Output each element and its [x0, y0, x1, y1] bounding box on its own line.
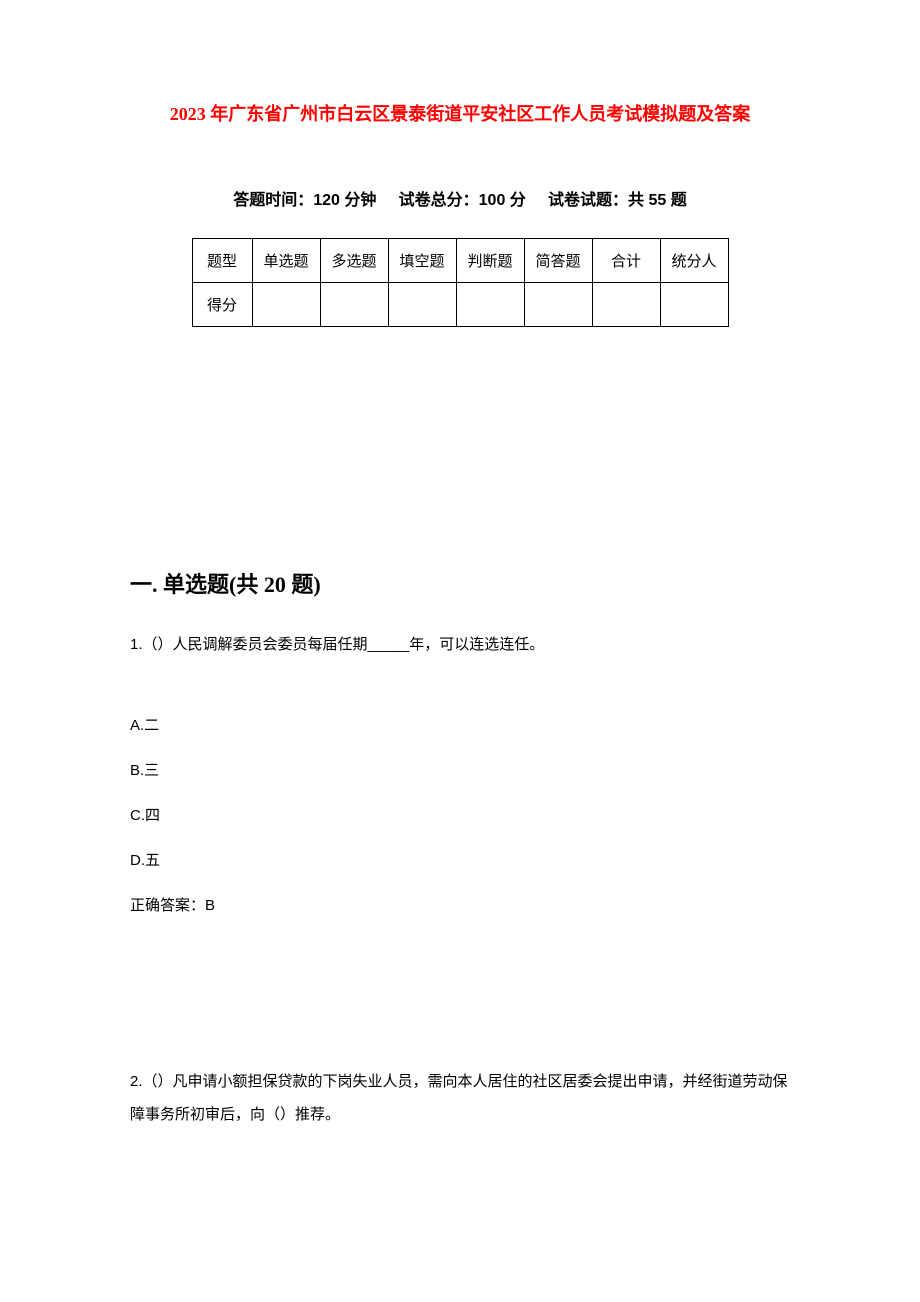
header-short: 简答题 [524, 239, 592, 283]
table-score-row: 得分 [192, 283, 728, 327]
table-header-row: 题型 单选题 多选题 填空题 判断题 简答题 合计 统分人 [192, 239, 728, 283]
header-type: 题型 [192, 239, 252, 283]
score-judge [456, 283, 524, 327]
question-1-option-a: A.二 [130, 714, 790, 735]
section-1-heading: 一. 单选题(共 20 题) [130, 567, 790, 599]
score-total [592, 283, 660, 327]
question-count-label: 试卷试题：共 55 题 [548, 192, 687, 209]
total-score-label: 试卷总分：100 分 [399, 192, 526, 209]
score-single [252, 283, 320, 327]
question-1-option-c: C.四 [130, 804, 790, 825]
header-single: 单选题 [252, 239, 320, 283]
score-label-cell: 得分 [192, 283, 252, 327]
header-fill: 填空题 [388, 239, 456, 283]
header-judge: 判断题 [456, 239, 524, 283]
score-scorer [660, 283, 728, 327]
time-label: 答题时间：120 分钟 [233, 192, 376, 209]
header-multi: 多选题 [320, 239, 388, 283]
score-short [524, 283, 592, 327]
question-1-text: 1.（）人民调解委员会委员每届任期_____年，可以连选连任。 [130, 631, 790, 658]
exam-info-line: 答题时间：120 分钟 试卷总分：100 分 试卷试题：共 55 题 [130, 186, 790, 210]
question-2-text: 2.（）凡申请小额担保贷款的下岗失业人员，需向本人居住的社区居委会提出申请，并经… [130, 1065, 790, 1131]
question-1-option-d: D.五 [130, 849, 790, 870]
document-title: 2023 年广东省广州市白云区景泰街道平安社区工作人员考试模拟题及答案 [130, 100, 790, 126]
score-fill [388, 283, 456, 327]
score-table: 题型 单选题 多选题 填空题 判断题 简答题 合计 统分人 得分 [192, 238, 729, 327]
score-multi [320, 283, 388, 327]
question-1-option-b: B.三 [130, 759, 790, 780]
question-1-answer: 正确答案：B [130, 894, 790, 915]
header-scorer: 统分人 [660, 239, 728, 283]
header-total: 合计 [592, 239, 660, 283]
